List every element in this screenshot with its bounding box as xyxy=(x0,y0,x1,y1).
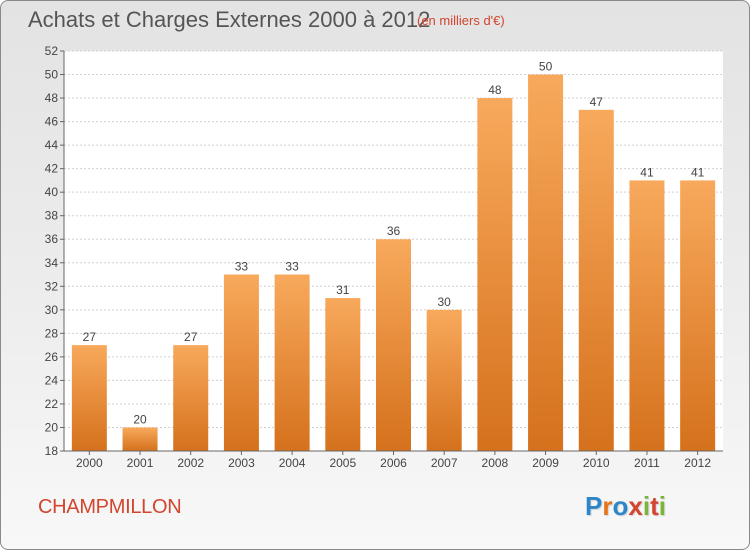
data-label: 20 xyxy=(133,412,147,426)
x-tick-label: 2007 xyxy=(431,456,458,470)
logo-letter: P xyxy=(585,491,603,521)
bar xyxy=(325,298,361,451)
y-tick-label: 32 xyxy=(45,279,59,293)
logo-letter: o xyxy=(612,491,629,521)
data-label: 27 xyxy=(184,330,198,344)
y-tick-label: 20 xyxy=(45,420,59,434)
logo-letter: t xyxy=(650,491,659,521)
y-tick-label: 34 xyxy=(45,256,59,270)
chart-subtitle: (en milliers d'€) xyxy=(417,13,505,28)
y-tick-label: 42 xyxy=(45,162,59,176)
bar xyxy=(173,345,209,451)
y-tick-label: 50 xyxy=(45,68,59,82)
x-tick-label: 2002 xyxy=(177,456,204,470)
commune-name: CHAMPMILLON xyxy=(38,496,182,518)
x-tick-label: 2001 xyxy=(127,456,154,470)
x-tick-label: 2000 xyxy=(76,456,103,470)
bar xyxy=(376,239,411,451)
x-tick-label: 2011 xyxy=(634,456,660,470)
x-tick-label: 2008 xyxy=(482,456,509,470)
y-tick-label: 24 xyxy=(45,373,59,387)
x-tick-label: 2006 xyxy=(380,456,407,470)
logo-letter: i xyxy=(642,491,651,521)
data-label: 36 xyxy=(387,224,401,238)
x-tick-label: 2003 xyxy=(228,456,255,470)
y-tick-label: 28 xyxy=(45,326,59,340)
x-tick-label: 2010 xyxy=(583,456,610,470)
logo-letter: r xyxy=(602,491,613,521)
bar xyxy=(680,180,716,452)
y-tick-label: 38 xyxy=(45,209,59,223)
logo-letter: x xyxy=(628,491,643,521)
bar xyxy=(274,274,310,451)
bar xyxy=(122,427,158,451)
y-tick-label: 22 xyxy=(45,397,59,411)
x-tick-label: 2009 xyxy=(532,456,559,470)
data-label: 41 xyxy=(691,165,705,179)
y-tick-label: 36 xyxy=(45,232,59,246)
x-tick-label: 2004 xyxy=(279,456,306,470)
y-tick-label: 18 xyxy=(45,444,59,458)
bar xyxy=(629,180,665,452)
y-tick-label: 30 xyxy=(45,303,59,317)
bar xyxy=(477,98,513,451)
y-tick-label: 40 xyxy=(45,185,59,199)
proxiti-logo[interactable]: Proxiti xyxy=(585,491,666,522)
x-tick-label: 2005 xyxy=(329,456,356,470)
bar xyxy=(578,109,614,451)
data-label: 41 xyxy=(640,165,654,179)
data-label: 50 xyxy=(539,60,553,74)
bar xyxy=(426,309,462,451)
y-tick-label: 44 xyxy=(45,138,59,152)
y-tick-label: 52 xyxy=(45,44,59,58)
bar xyxy=(71,345,107,451)
x-tick-label: 2012 xyxy=(684,456,711,470)
data-label: 47 xyxy=(590,95,604,109)
y-tick-label: 26 xyxy=(45,350,59,364)
data-label: 33 xyxy=(235,260,249,274)
data-label: 48 xyxy=(488,83,502,97)
y-tick-label: 46 xyxy=(45,115,59,129)
chart-title: Achats et Charges Externes 2000 à 2012 xyxy=(28,7,431,32)
logo-letter: i xyxy=(658,491,666,521)
y-tick-label: 48 xyxy=(45,91,59,105)
data-label: 31 xyxy=(336,283,350,297)
data-label: 33 xyxy=(285,260,299,274)
data-label: 30 xyxy=(438,295,452,309)
data-label: 27 xyxy=(83,330,97,344)
bar xyxy=(223,274,259,451)
bar xyxy=(528,74,564,451)
